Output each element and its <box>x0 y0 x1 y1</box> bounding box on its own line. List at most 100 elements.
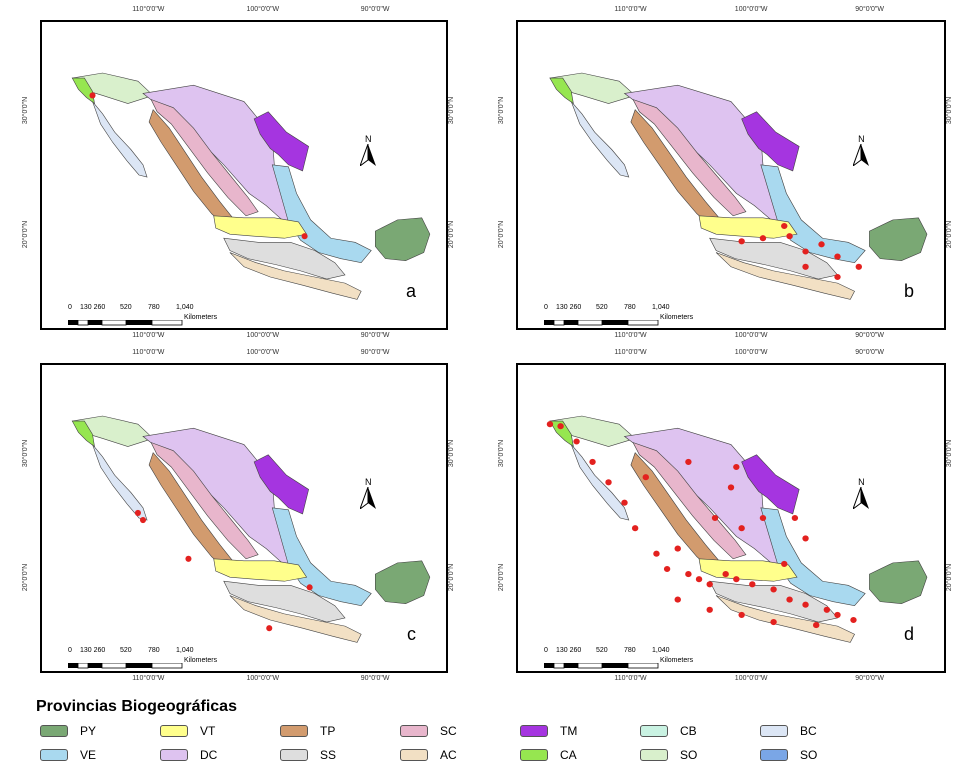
scale-tick-label: 1,040 <box>176 647 194 654</box>
legend-label: PY <box>80 724 97 738</box>
panel-letter: a <box>405 281 416 301</box>
scale-bar: 0 130 260 520 780 1,040 Kilometers <box>544 304 694 331</box>
occurrence-point <box>663 565 671 573</box>
occurrence-point <box>786 596 793 603</box>
scale-tick-label: 520 <box>120 647 132 654</box>
legend-label: SO <box>680 748 698 762</box>
occurrence-point <box>674 596 681 603</box>
legend-swatch <box>520 725 548 737</box>
province-ss <box>223 237 346 280</box>
province-vt <box>698 215 798 239</box>
province-tm <box>741 454 800 515</box>
province-py <box>374 217 431 261</box>
occurrence-point <box>818 241 825 248</box>
lon-label-bottom: 110°0'0"W <box>132 675 165 682</box>
scale-tick-label: 520 <box>596 304 608 311</box>
province-ac <box>715 252 855 300</box>
lon-label-top: 100°0'0"W <box>246 349 280 356</box>
occurrence-point <box>621 499 628 506</box>
province-ve <box>760 507 866 607</box>
legend-swatch <box>640 749 668 761</box>
province-ac <box>229 252 362 300</box>
occurrence-point <box>781 222 788 230</box>
scale-tick-label: 0 <box>68 304 72 311</box>
legend-swatch <box>520 749 548 761</box>
scale-unit: Kilometers <box>660 314 694 321</box>
legend-swatch <box>400 749 428 761</box>
occurrence-point <box>706 606 713 613</box>
lon-label-top: 90°0'0"W <box>855 6 884 13</box>
lon-label-bottom: 110°0'0"W <box>614 332 647 339</box>
legend-swatch <box>400 725 428 737</box>
scale-tick-label: 1,040 <box>652 304 670 311</box>
occurrence-point <box>605 479 612 486</box>
mexico-map <box>549 72 928 300</box>
legend-label: BC <box>800 724 817 738</box>
map-frame: N 0 130 260 520 780 1,040 Kilometers c <box>40 363 448 673</box>
north-arrow-icon: N <box>359 477 377 514</box>
occurrence-point <box>759 514 767 522</box>
lon-label-top: 90°0'0"W <box>855 349 884 356</box>
lon-label-top: 100°0'0"W <box>734 349 768 356</box>
lon-label-top: 110°0'0"W <box>132 349 165 356</box>
north-arrow-icon: N <box>852 134 870 171</box>
legend-label: TP <box>320 724 336 738</box>
occurrence-point <box>546 421 554 428</box>
province-tm <box>253 111 309 172</box>
province-sc <box>150 441 259 560</box>
occurrence-point <box>306 584 313 591</box>
map-frame: N 0 130 260 520 780 1,040 Kilometers b <box>516 20 946 330</box>
scale-tick-label: 1,040 <box>652 647 670 654</box>
occurrence-point <box>695 576 703 583</box>
north-arrow-icon: N <box>852 476 870 514</box>
mexico-map <box>71 72 431 300</box>
legend-swatch <box>760 725 788 737</box>
legend-item-ac: AC <box>400 748 457 762</box>
province-ss <box>709 580 839 623</box>
occurrence-point <box>770 618 777 626</box>
province-py <box>869 560 928 604</box>
occurrence-point <box>642 474 649 481</box>
map-panel-a: 110°0'0"W 100°0'0"W 90°0'0"W N 0 130 260 520 78… <box>0 6 468 339</box>
legend-swatch <box>40 749 68 761</box>
occurrence-point <box>653 550 660 557</box>
lat-label-right: 20°0'0"N <box>946 563 954 591</box>
province-bc <box>570 444 630 521</box>
scale-tick-label: 130 260 <box>80 647 106 654</box>
scale-tick-label: 780 <box>624 647 636 654</box>
province-ac <box>715 595 855 643</box>
occurrence-point <box>855 263 862 270</box>
occurrence-point <box>791 514 799 522</box>
occurrence-point <box>823 606 831 613</box>
occurrence-point <box>802 263 809 270</box>
scale-tick-label: 130 260 <box>556 647 582 654</box>
panel-letter: b <box>903 281 914 301</box>
lon-label-bottom: 90°0'0"W <box>360 332 390 339</box>
legend-item-so: SO <box>760 748 817 762</box>
legend-swatch <box>760 749 788 761</box>
occurrence-point <box>185 555 192 562</box>
occurrence-point <box>685 458 692 465</box>
occurrence-point <box>738 611 745 618</box>
lat-label-right: 20°0'0"N <box>448 563 456 591</box>
mexico-map <box>71 415 431 643</box>
occurrence-point <box>631 525 639 532</box>
occurrence-point <box>802 535 809 542</box>
lat-label-left: 30°0'0"N <box>498 439 506 467</box>
lon-label-bottom: 100°0'0"W <box>734 332 768 339</box>
lat-label-right: 30°0'0"N <box>448 96 456 124</box>
legend-swatch <box>280 749 308 761</box>
scale-tick-label: 130 260 <box>556 304 582 311</box>
north-label: N <box>858 476 865 487</box>
legend-item-ve: VE <box>40 748 96 762</box>
map-panel-c: 110°0'0"W 100°0'0"W 90°0'0"W N 0 130 260 520 78… <box>0 349 468 682</box>
scale-tick-label: 0 <box>544 647 548 654</box>
lon-label-bottom: 110°0'0"W <box>132 332 165 339</box>
occurrence-point <box>738 525 745 532</box>
legend-item-py: PY <box>40 724 96 738</box>
lon-label-bottom: 90°0'0"W <box>855 332 884 339</box>
occurrence-point <box>557 423 564 430</box>
province-bc <box>570 101 630 178</box>
occurrence-point <box>706 581 713 588</box>
lat-label-right: 30°0'0"N <box>946 96 954 124</box>
